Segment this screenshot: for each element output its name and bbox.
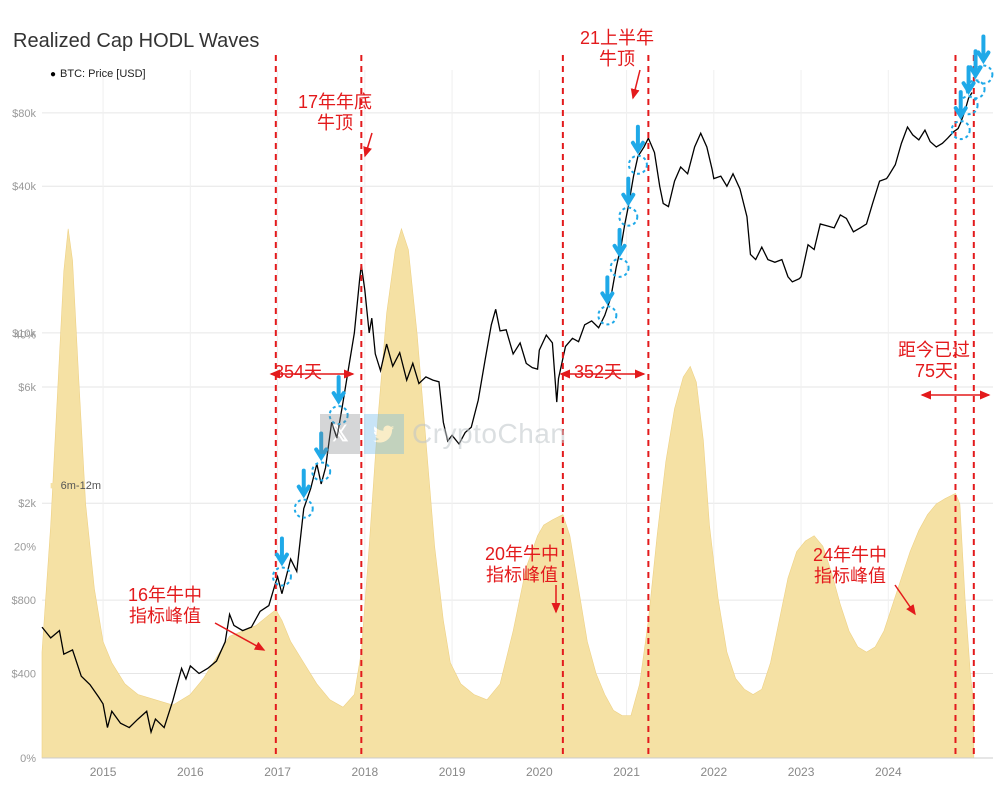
blue-arrow-icon xyxy=(334,377,344,401)
hodl-area xyxy=(42,229,974,758)
svg-text:0%: 0% xyxy=(20,753,36,765)
legend-price: BTC: Price [USD] xyxy=(50,68,146,80)
svg-text:2016: 2016 xyxy=(177,765,204,779)
svg-text:20%: 20% xyxy=(14,541,36,553)
blue-arrow-icon xyxy=(299,471,309,495)
svg-text:$80k: $80k xyxy=(12,108,36,120)
svg-text:2017: 2017 xyxy=(264,765,291,779)
blue-arrow-icon xyxy=(633,127,643,151)
svg-text:$40k: $40k xyxy=(12,181,36,193)
svg-text:2015: 2015 xyxy=(90,765,117,779)
svg-text:$2k: $2k xyxy=(18,498,36,510)
chart-title: Realized Cap HODL Waves xyxy=(13,30,259,53)
blue-arrow-icon xyxy=(277,539,287,563)
svg-text:$6k: $6k xyxy=(18,382,36,394)
svg-text:$800: $800 xyxy=(12,595,36,607)
blue-arrow-icon xyxy=(316,433,326,457)
legend-hodl: 6m-12m xyxy=(50,480,101,492)
svg-text:2022: 2022 xyxy=(700,765,727,779)
svg-text:2020: 2020 xyxy=(526,765,553,779)
svg-text:2018: 2018 xyxy=(351,765,378,779)
blue-arrow-icon xyxy=(623,179,633,203)
blue-marker-circle xyxy=(619,208,637,226)
svg-text:2024: 2024 xyxy=(875,765,902,779)
blue-arrow-icon xyxy=(602,277,612,301)
blue-arrow-icon xyxy=(978,37,988,61)
anno-arrow xyxy=(633,70,640,98)
anno-arrow xyxy=(365,133,372,156)
svg-text:2019: 2019 xyxy=(439,765,466,779)
blue-marker-circle xyxy=(330,406,348,424)
svg-text:2021: 2021 xyxy=(613,765,640,779)
chart-svg: $400$800$2k$6k$10k$40k$80k20152016201720… xyxy=(0,0,1000,793)
svg-text:40%: 40% xyxy=(14,330,36,342)
blue-marker-circle xyxy=(611,259,629,277)
svg-text:2023: 2023 xyxy=(788,765,815,779)
svg-text:$400: $400 xyxy=(12,669,36,681)
